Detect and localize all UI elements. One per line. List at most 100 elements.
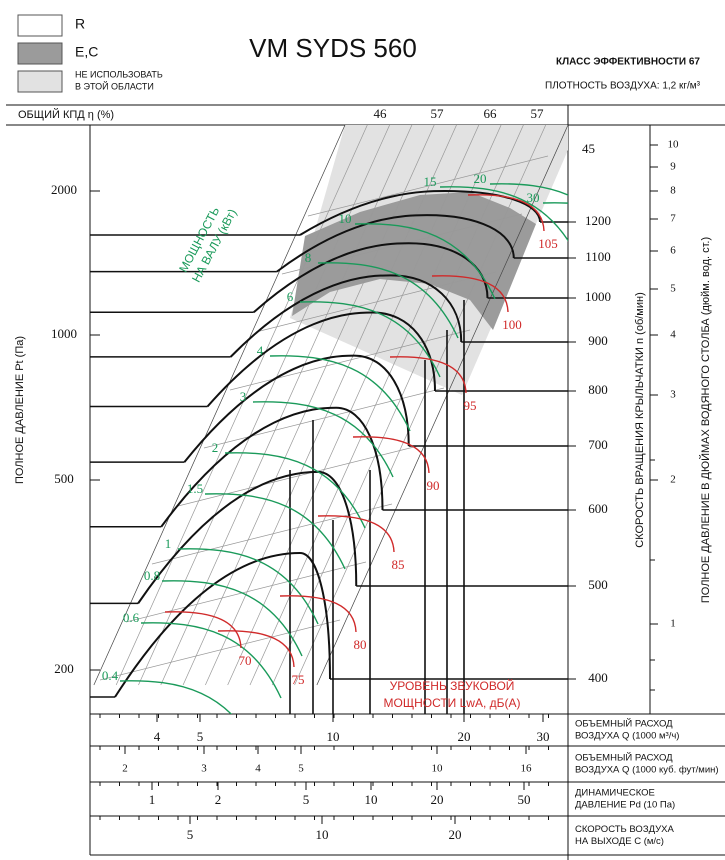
power-curve xyxy=(542,202,568,204)
power-curve xyxy=(439,186,568,242)
cross-grid xyxy=(99,619,341,681)
cross-grid xyxy=(255,271,497,333)
scale-label: ДИНАМИЧЕСКОЕ xyxy=(575,788,655,799)
scale-tick-label: 50 xyxy=(518,792,531,807)
power-curve xyxy=(489,183,568,196)
legend-swatch-unused xyxy=(17,70,63,93)
speed-tick-label: 400 xyxy=(588,670,608,685)
sound-curve xyxy=(352,436,430,474)
power-label: 8 xyxy=(305,250,312,265)
sound-power-title: МОЩНОСТИ LwA, дБ(A) xyxy=(383,696,520,710)
inch-tick-label: 9 xyxy=(670,161,676,173)
sound-power-title: УРОВЕНЬ ЗВУКОВОЙ xyxy=(390,678,515,693)
power-label: 1.5 xyxy=(187,481,203,496)
legend-label: R xyxy=(75,16,85,32)
scale-tick-label: 20 xyxy=(458,729,471,744)
power-label: 30 xyxy=(527,190,540,205)
air-density: ПЛОТНОСТЬ ВОЗДУХА: 1,2 кг/м³ xyxy=(545,81,701,92)
curves xyxy=(90,183,568,714)
legend-swatch-ec xyxy=(17,42,63,65)
power-curve xyxy=(299,301,441,378)
scale-tick-label: 4 xyxy=(154,729,161,744)
scale-tick-label: 3 xyxy=(201,763,207,775)
legend-swatch-r xyxy=(17,14,63,37)
power-curve xyxy=(317,262,459,339)
sound-label: 85 xyxy=(392,557,405,572)
inch-tick-label: 7 xyxy=(670,213,676,225)
speed-tick-label: 500 xyxy=(588,577,608,592)
scale-tick-label: 16 xyxy=(521,763,533,775)
sound-label: 75 xyxy=(292,672,305,687)
ec-region xyxy=(292,192,536,330)
inch-axis-label: ПОЛНОЕ ДАВЛЕНИЕ В ДЮЙМАХ ВОДЯНОГО СТОЛБА… xyxy=(699,237,712,603)
scale-tick-label: 10 xyxy=(327,729,340,744)
speed-curve xyxy=(276,214,515,273)
inch-tick-label: 2 xyxy=(670,474,676,486)
efficiency-tick: 66 xyxy=(484,106,498,121)
sound-curve xyxy=(431,275,509,313)
speed-tick-label: 900 xyxy=(588,333,608,348)
cross-grid xyxy=(229,329,471,391)
speed-curve xyxy=(206,311,436,408)
diagonal-grid xyxy=(115,125,368,686)
speed-tick-label: 600 xyxy=(588,501,608,516)
power-label: 15 xyxy=(424,174,437,189)
scale-tick-label: 2 xyxy=(122,763,128,775)
cross-grid xyxy=(203,387,445,449)
scale-label: ДАВЛЕНИЕ Pd (10 Па) xyxy=(575,800,675,811)
diagonal-grid xyxy=(138,125,390,686)
scale-tick-label: 2 xyxy=(215,792,222,807)
scale-label: ВОЗДУХА Q (1000 куб. фут/мин) xyxy=(575,765,719,776)
inch-tick-label: 8 xyxy=(670,185,676,197)
power-label: 2 xyxy=(212,440,219,455)
scale-tick-label: 5 xyxy=(197,729,204,744)
scale-tick-label: 4 xyxy=(255,763,261,775)
legend-label: E,C xyxy=(75,44,98,60)
diagonal-grid xyxy=(227,125,480,686)
legend-label: НЕ ИСПОЛЬЗОВАТЬ xyxy=(75,69,163,79)
inch-tick-label: 5 xyxy=(670,283,676,295)
speed-curve xyxy=(299,189,541,236)
speed-curve xyxy=(137,470,358,604)
scale-tick-label: 20 xyxy=(431,792,444,807)
power-label: 0.4 xyxy=(102,668,119,683)
sound-label: 100 xyxy=(502,317,522,332)
speed-axis-label: СКОРОСТЬ ВРАЩЕНИЯ КРЫЛЬЧАТКИ n (об/мин) xyxy=(634,292,646,548)
pressure-axis-label: ПОЛНОЕ ДАВЛЕНИЕ Pt (Па) xyxy=(14,336,26,484)
power-curve xyxy=(119,680,233,714)
power-label: 6 xyxy=(287,289,294,304)
diagonal-grid xyxy=(316,125,568,686)
efficiency-class: КЛАСС ЭФФЕКТИВНОСТИ 67 xyxy=(556,57,700,68)
speed-curve xyxy=(114,551,331,698)
cross-grid xyxy=(177,445,419,507)
scale-tick-label: 20 xyxy=(449,827,462,842)
scale-tick-label: 5 xyxy=(298,763,304,775)
sound-label: 90 xyxy=(427,478,440,493)
power-curve xyxy=(252,401,394,478)
power-curve xyxy=(269,355,411,432)
power-curve xyxy=(140,622,282,699)
power-curve xyxy=(161,580,303,657)
sound-curve xyxy=(164,611,242,649)
title: VM SYDS 560 xyxy=(249,33,417,63)
sound-label: 95 xyxy=(464,398,477,413)
scale-tick-label: 1 xyxy=(149,792,156,807)
scale-tick-label: 30 xyxy=(537,729,550,744)
inch-tick-label: 4 xyxy=(670,329,676,341)
cross-grid xyxy=(151,503,393,565)
sound-label: 105 xyxy=(538,236,558,251)
inch-tick-label: 10 xyxy=(668,139,680,151)
power-curve xyxy=(204,493,346,570)
power-label: 0.6 xyxy=(123,610,140,625)
inch-tick-label: 1 xyxy=(670,618,676,630)
pressure-tick-label: 500 xyxy=(54,471,74,486)
scale-label: ОБЪЕМНЫЙ РАСХОД xyxy=(575,752,673,764)
power-label: 1 xyxy=(165,536,172,551)
power-curve xyxy=(224,452,366,529)
speed-tick-label: 1000 xyxy=(585,289,611,304)
pressure-tick-label: 200 xyxy=(54,661,74,676)
scale-tick-label: 10 xyxy=(365,792,378,807)
speed-tick-label: 800 xyxy=(588,382,608,397)
